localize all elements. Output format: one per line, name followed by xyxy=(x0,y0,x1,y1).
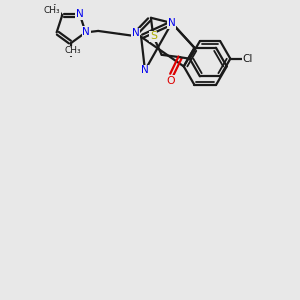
Text: N: N xyxy=(132,28,140,38)
Text: CH₃: CH₃ xyxy=(44,5,60,14)
Text: N: N xyxy=(141,65,149,75)
Text: N: N xyxy=(168,18,176,28)
Text: Cl: Cl xyxy=(242,54,253,64)
Text: N: N xyxy=(76,10,83,20)
Text: CH₃: CH₃ xyxy=(64,46,81,55)
Text: S: S xyxy=(150,31,157,41)
Text: O: O xyxy=(166,76,175,85)
Text: N: N xyxy=(82,26,90,37)
Text: N: N xyxy=(168,18,176,28)
